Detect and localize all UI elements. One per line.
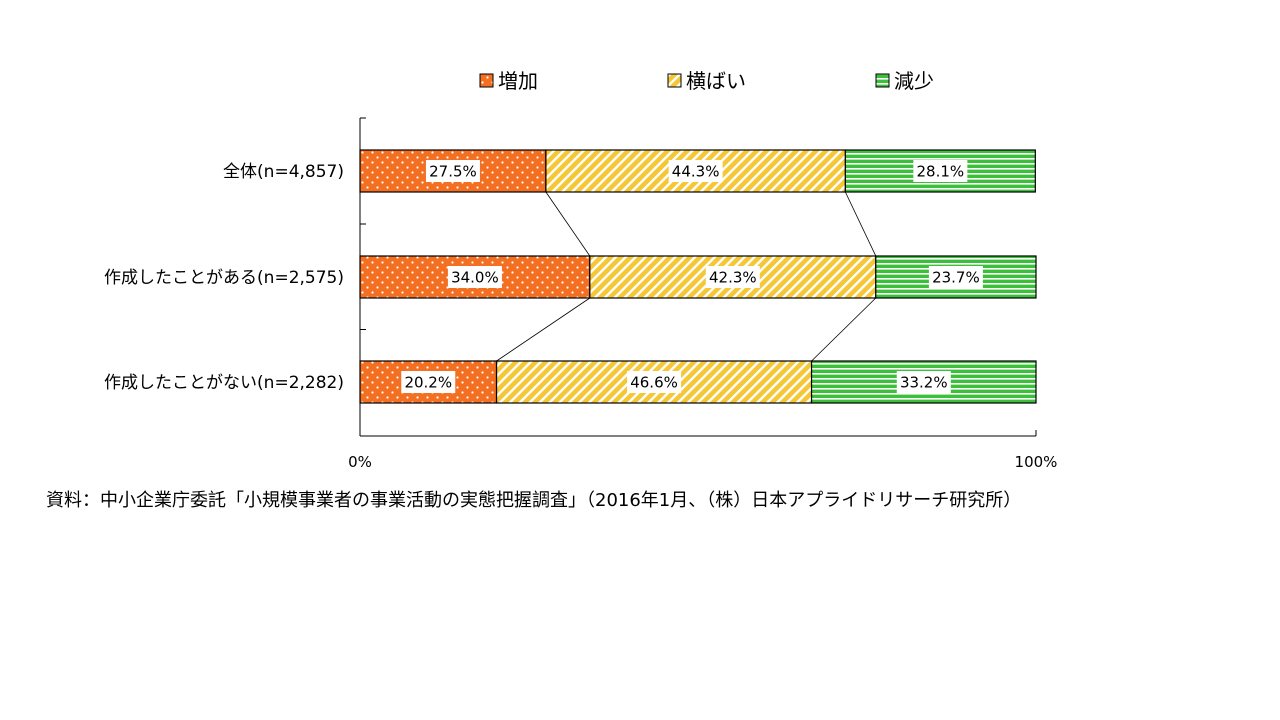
legend-swatch-横ばい bbox=[667, 73, 682, 88]
source-note: 資料：中小企業庁委託「小規模事業者の事業活動の実態把握調査」（2016年1月、（… bbox=[46, 490, 1022, 511]
data-label: 42.3% bbox=[709, 269, 757, 287]
data-label: 46.6% bbox=[630, 374, 678, 392]
x-tick-label: 0% bbox=[348, 453, 372, 471]
legend-label: 増加 bbox=[498, 69, 538, 93]
data-label-bg bbox=[913, 160, 968, 182]
data-label-bg bbox=[627, 371, 682, 393]
legend-label: 減少 bbox=[894, 69, 934, 93]
data-label: 28.1% bbox=[917, 163, 965, 181]
data-label: 23.7% bbox=[932, 269, 980, 287]
data-label-bg bbox=[928, 266, 983, 288]
data-label: 44.3% bbox=[672, 163, 720, 181]
series-connector-line bbox=[496, 297, 591, 362]
category-label: 全体(n=4,857) bbox=[223, 162, 344, 182]
data-label-bg bbox=[668, 160, 723, 182]
legend-swatch-減少 bbox=[875, 73, 890, 88]
series-connectors bbox=[496, 191, 877, 362]
legend-label: 横ばい bbox=[686, 69, 746, 93]
x-tick-label: 100% bbox=[1015, 453, 1058, 471]
data-label: 20.2% bbox=[404, 374, 452, 392]
category-label: 作成したことがない(n=2,282) bbox=[104, 373, 344, 393]
data-label-bg bbox=[425, 160, 480, 182]
data-label-bg bbox=[896, 371, 951, 393]
series-connector-line bbox=[545, 191, 591, 257]
data-label: 27.5% bbox=[429, 163, 477, 181]
category-labels: 全体(n=4,857) 作成したことがある(n=2,575) 作成したことがない(n… bbox=[104, 162, 344, 393]
legend: 増加 横ばい 減少 bbox=[479, 69, 934, 93]
bars: 27.5% 44.3% 28.1% 34.0% 42.3% 23.7% 20.2% 46.6%… bbox=[359, 149, 1037, 404]
data-label-bg bbox=[447, 266, 502, 288]
legend-swatch-増加 bbox=[479, 73, 494, 88]
data-label-bg bbox=[705, 266, 760, 288]
data-label: 34.0% bbox=[451, 269, 499, 287]
data-label-bg bbox=[401, 371, 456, 393]
data-label: 33.2% bbox=[900, 374, 948, 392]
category-label: 作成したことがある(n=2,575) bbox=[104, 268, 344, 288]
series-connector-line bbox=[811, 297, 877, 362]
series-connector-line bbox=[845, 191, 877, 257]
